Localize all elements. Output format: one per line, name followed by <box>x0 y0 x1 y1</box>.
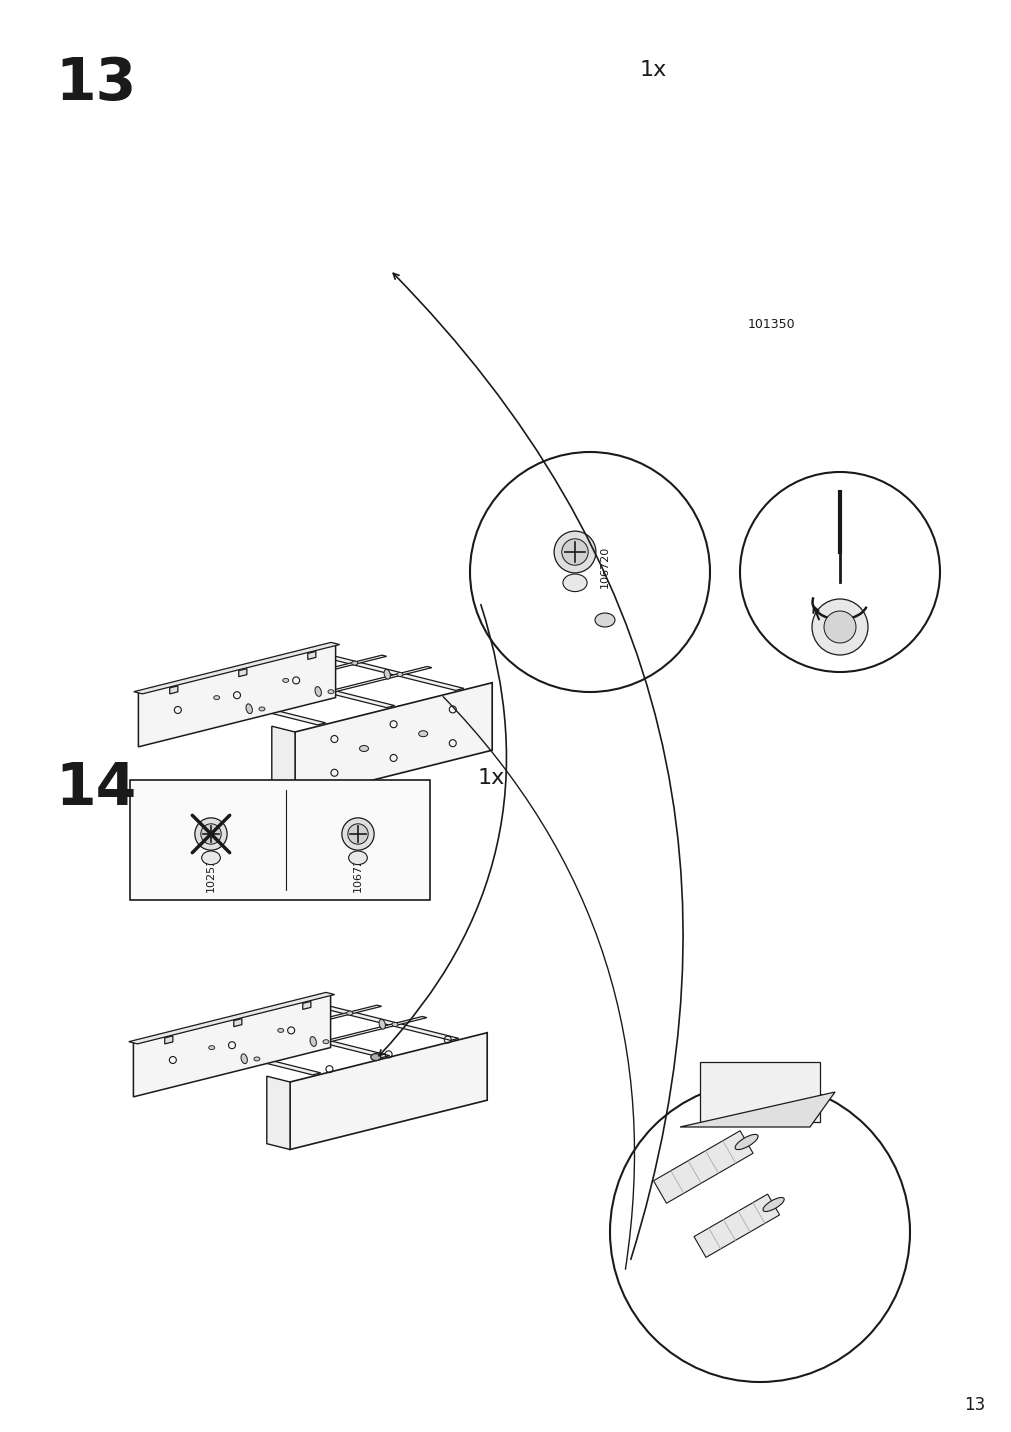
Text: 106720: 106720 <box>353 849 363 892</box>
Polygon shape <box>295 683 491 799</box>
Ellipse shape <box>762 1197 784 1211</box>
Ellipse shape <box>328 690 334 693</box>
Text: 13: 13 <box>55 54 136 112</box>
Text: 1x: 1x <box>639 60 666 80</box>
Polygon shape <box>307 652 463 690</box>
Ellipse shape <box>314 686 321 696</box>
Circle shape <box>811 599 867 654</box>
Polygon shape <box>139 643 336 748</box>
Ellipse shape <box>259 707 265 710</box>
Ellipse shape <box>379 1020 385 1030</box>
Bar <box>129 780 430 899</box>
Ellipse shape <box>554 531 595 573</box>
Ellipse shape <box>419 730 428 736</box>
Polygon shape <box>170 686 178 695</box>
Text: 13: 13 <box>962 1396 984 1413</box>
Ellipse shape <box>594 613 615 627</box>
Circle shape <box>823 611 855 643</box>
Polygon shape <box>128 992 335 1044</box>
Ellipse shape <box>208 1045 214 1050</box>
Ellipse shape <box>396 673 402 676</box>
Polygon shape <box>267 1077 290 1150</box>
Ellipse shape <box>391 1022 397 1027</box>
Text: 1x: 1x <box>477 768 504 788</box>
Polygon shape <box>307 652 315 659</box>
Polygon shape <box>234 1018 389 1058</box>
Ellipse shape <box>734 1134 757 1150</box>
Polygon shape <box>165 1035 173 1044</box>
Polygon shape <box>234 1018 242 1027</box>
Ellipse shape <box>370 1054 380 1061</box>
Polygon shape <box>290 1032 486 1150</box>
Polygon shape <box>272 726 295 799</box>
Polygon shape <box>700 1063 819 1123</box>
Polygon shape <box>224 1017 427 1067</box>
Ellipse shape <box>241 1054 247 1064</box>
Polygon shape <box>694 1194 778 1257</box>
Polygon shape <box>239 669 394 707</box>
Polygon shape <box>133 994 331 1097</box>
Polygon shape <box>653 1131 752 1203</box>
Ellipse shape <box>277 1028 283 1032</box>
Ellipse shape <box>359 746 368 752</box>
Ellipse shape <box>213 696 219 700</box>
Ellipse shape <box>342 818 374 851</box>
Polygon shape <box>170 686 326 725</box>
Text: 106720: 106720 <box>600 546 610 589</box>
Polygon shape <box>133 643 340 695</box>
Ellipse shape <box>323 1040 329 1044</box>
Ellipse shape <box>200 823 221 845</box>
Polygon shape <box>302 1001 310 1010</box>
Ellipse shape <box>201 851 220 865</box>
Text: 102533: 102533 <box>206 849 215 892</box>
Ellipse shape <box>195 818 226 851</box>
Ellipse shape <box>309 1037 316 1047</box>
Ellipse shape <box>349 851 367 865</box>
Text: 14: 14 <box>55 760 136 818</box>
Polygon shape <box>302 1001 458 1041</box>
Polygon shape <box>165 1035 320 1075</box>
Ellipse shape <box>561 538 587 566</box>
Ellipse shape <box>562 574 586 591</box>
Polygon shape <box>185 656 386 706</box>
Ellipse shape <box>383 669 390 679</box>
Polygon shape <box>679 1093 834 1127</box>
Ellipse shape <box>352 662 357 664</box>
Ellipse shape <box>348 823 368 845</box>
Polygon shape <box>239 669 247 677</box>
Polygon shape <box>180 1005 381 1055</box>
Ellipse shape <box>254 1057 260 1061</box>
Ellipse shape <box>347 1011 353 1015</box>
Polygon shape <box>229 666 432 717</box>
Text: 101350: 101350 <box>747 318 795 331</box>
Ellipse shape <box>246 705 252 713</box>
Ellipse shape <box>282 679 288 683</box>
